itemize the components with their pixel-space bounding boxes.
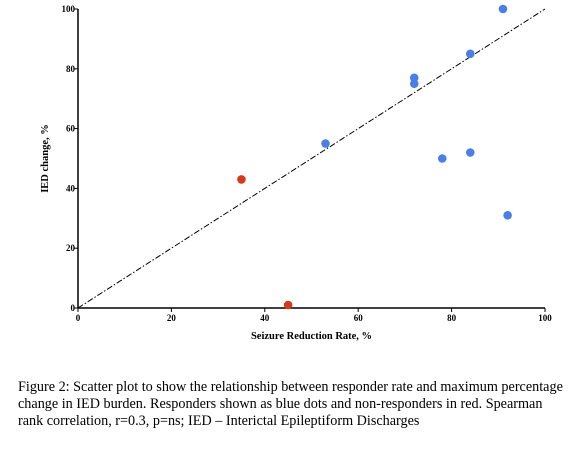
y-tick-label: 100 [62,4,76,14]
reference-line [77,8,546,309]
x-axis-title: Seizure Reduction Rate, % [251,331,372,342]
non-responder-point [283,300,293,310]
y-tick-label: 20 [66,243,76,253]
x-tick-label: 100 [538,313,552,323]
non-responder-point [237,175,246,184]
scatter-chart: 0 20 40 60 80 100 0 20 40 60 80 100 Seizure Reduct… [40,4,553,342]
y-tick-label: 80 [66,64,76,74]
data-points [237,4,512,310]
y-tick-label: 0 [71,303,76,313]
x-tick-label: 40 [260,313,270,323]
plot-area: 0 20 40 60 80 100 0 20 40 60 80 100 [62,4,553,323]
x-tick-label: 60 [354,313,364,323]
y-tick-label: 60 [66,124,76,134]
x-axis-ticks: 0 20 40 60 80 100 [76,308,552,323]
figure-caption: Figure 2: Scatter plot to show the relat… [18,379,563,429]
responder-point [437,154,447,163]
responder-point [503,211,512,220]
responder-point [465,148,475,157]
y-axis-ticks: 0 20 40 60 80 100 [62,4,78,313]
responder-point [498,4,508,14]
x-tick-label: 20 [167,313,177,323]
x-tick-label: 80 [447,313,457,323]
responder-point [465,49,475,59]
x-tick-label: 0 [76,313,81,323]
y-axis-title: IED change, % [40,124,51,193]
responder-point [409,79,419,89]
responder-point [321,139,330,148]
y-tick-label: 40 [66,183,76,193]
responder-point [409,73,419,83]
